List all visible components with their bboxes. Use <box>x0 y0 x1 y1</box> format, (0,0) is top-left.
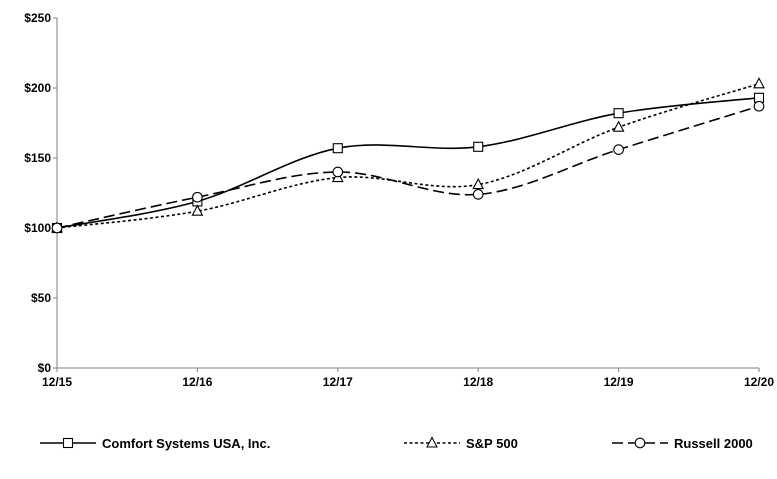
x-tick-label: 12/17 <box>323 375 353 389</box>
data-point-triangle <box>753 77 765 89</box>
axes <box>56 18 759 369</box>
data-point-circle <box>613 144 624 155</box>
x-tick-label: 12/19 <box>604 375 634 389</box>
x-tick-label: 12/18 <box>463 375 493 389</box>
legend-item: Comfort Systems USA, Inc. <box>40 436 270 451</box>
data-point-triangle <box>191 204 204 216</box>
y-tick-label: $100 <box>24 221 51 235</box>
series-s-p-500 <box>51 77 765 233</box>
series-line <box>56 97 760 229</box>
data-point-circle <box>753 100 765 112</box>
series-comfort-systems-usa-inc <box>51 92 765 234</box>
legend-marker-square <box>62 437 74 449</box>
data-point-square <box>613 108 624 119</box>
legend-marker-circle <box>634 437 646 449</box>
y-tick-label: $150 <box>24 151 51 165</box>
data-point-triangle <box>472 177 485 190</box>
data-point-circle <box>192 191 203 203</box>
data-point-square <box>332 143 343 154</box>
data-point-circle <box>472 189 484 200</box>
legend-label: Russell 2000 <box>674 436 753 451</box>
series-line <box>56 83 760 229</box>
series-group <box>51 77 765 234</box>
x-tick-label: 12/16 <box>182 375 212 389</box>
legend-item: S&P 500 <box>404 436 518 451</box>
legend-label: S&P 500 <box>466 436 518 451</box>
x-tick-label: 12/15 <box>42 375 72 389</box>
data-point-square <box>473 141 484 152</box>
y-tick-label: $200 <box>24 81 51 95</box>
y-tick-label: $50 <box>31 291 51 305</box>
series-russell-2000 <box>51 100 765 234</box>
y-tick-label: $0 <box>38 361 52 375</box>
legend-marker-triangle <box>426 436 438 448</box>
legend-label: Comfort Systems USA, Inc. <box>102 436 270 451</box>
x-axis-ticks: 12/15 12/16 12/17 12/18 12/19 12/20 <box>42 368 774 389</box>
legend-item: Russell 2000 <box>612 436 753 451</box>
data-point-circle <box>332 166 344 178</box>
y-tick-label: $250 <box>24 11 51 25</box>
x-tick-label: 12/20 <box>744 375 774 389</box>
series-line <box>56 105 760 229</box>
y-axis-ticks: $0 $50 $100 $150 $200 $250 <box>24 11 57 375</box>
data-point-triangle <box>612 120 625 132</box>
data-point-circle <box>51 222 63 234</box>
legend: Comfort Systems USA, Inc. S&P 500 Russell … <box>40 436 753 451</box>
